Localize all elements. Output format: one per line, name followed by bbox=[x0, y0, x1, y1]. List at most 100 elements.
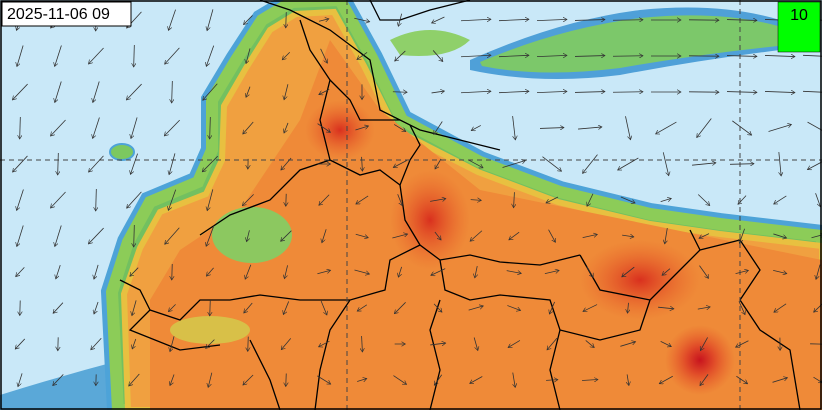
wind-arrow bbox=[206, 267, 214, 276]
wind-arrow bbox=[536, 19, 567, 20]
wind-arrow bbox=[130, 153, 138, 175]
wind-arrow bbox=[738, 301, 745, 314]
wind-arrow bbox=[206, 45, 215, 67]
wind-arrow bbox=[356, 195, 369, 204]
wind-arrow bbox=[18, 373, 23, 386]
wind-arrow bbox=[697, 194, 710, 205]
wind-arrow bbox=[470, 376, 483, 384]
wind-arrow bbox=[50, 119, 66, 136]
wind-arrow bbox=[319, 194, 330, 206]
wind-arrow bbox=[700, 337, 708, 350]
wind-arrow bbox=[243, 374, 254, 385]
wind-arrow bbox=[536, 91, 567, 92]
wind-arrow bbox=[284, 84, 289, 100]
wind-arrow bbox=[498, 91, 529, 92]
wind-arrow bbox=[12, 83, 28, 100]
wind-arrow bbox=[393, 124, 406, 132]
wind-arrow bbox=[471, 125, 481, 130]
wind-arrow bbox=[468, 159, 483, 168]
wind-arrow bbox=[206, 339, 215, 349]
yellow-patch bbox=[170, 316, 250, 344]
wind-arrow bbox=[627, 302, 628, 313]
hotspot bbox=[390, 170, 470, 270]
wind-arrow bbox=[726, 56, 757, 57]
wind-arrow bbox=[355, 233, 369, 237]
cloud-band-inner bbox=[480, 15, 778, 73]
wind-arrow bbox=[498, 55, 529, 56]
wind-arrow bbox=[398, 13, 403, 27]
wind-arrow bbox=[53, 374, 64, 385]
wind-arrow bbox=[432, 50, 443, 61]
wind-arrow bbox=[210, 116, 211, 139]
wind-arrow bbox=[88, 47, 104, 64]
wind-arrow bbox=[700, 374, 709, 385]
wind-arrow bbox=[660, 198, 672, 202]
wind-arrow bbox=[773, 233, 786, 238]
wind-arrow bbox=[362, 156, 363, 171]
wind-arrow bbox=[354, 269, 370, 274]
wind-arrow bbox=[207, 9, 214, 30]
wind-arrow bbox=[586, 266, 594, 278]
wind-arrow bbox=[726, 92, 757, 93]
wind-arrow bbox=[582, 234, 598, 238]
wind-arrow bbox=[620, 342, 635, 347]
wind-arrow bbox=[210, 300, 211, 316]
wind-arrow bbox=[699, 265, 708, 279]
wind-arrow bbox=[246, 86, 251, 98]
wind-arrow bbox=[170, 374, 175, 386]
wind-arrow bbox=[768, 124, 792, 132]
wind-arrow bbox=[317, 123, 331, 133]
wind-arrow bbox=[393, 160, 407, 168]
wind-arrow bbox=[578, 127, 602, 129]
wind-arrow bbox=[434, 121, 443, 135]
cloud-patch bbox=[390, 30, 470, 56]
wind-arrow bbox=[470, 230, 483, 241]
wind-arrow bbox=[20, 116, 21, 139]
wind-arrow bbox=[774, 195, 787, 205]
wind-arrow bbox=[726, 20, 757, 21]
legend-value: 10 bbox=[790, 7, 808, 24]
wind-arrow bbox=[697, 118, 712, 137]
wind-arrow bbox=[134, 44, 135, 67]
wind-arrow bbox=[460, 19, 491, 20]
wind-arrow bbox=[13, 155, 28, 172]
wind-arrow bbox=[475, 265, 477, 278]
wind-arrow bbox=[172, 80, 173, 103]
wind-arrow bbox=[779, 152, 781, 176]
wind-arrow bbox=[498, 19, 529, 20]
wind-arrow bbox=[206, 225, 215, 247]
wind-arrow bbox=[460, 55, 491, 56]
wind-arrow bbox=[320, 48, 328, 63]
wind-arrow bbox=[317, 270, 330, 275]
wind-arrow bbox=[247, 230, 250, 241]
wind-arrow bbox=[658, 307, 674, 309]
wind-arrow bbox=[170, 336, 175, 351]
wind-arrow bbox=[357, 379, 367, 382]
wind-arrow bbox=[430, 199, 446, 202]
wind-arrow bbox=[574, 92, 605, 93]
wind-arrow bbox=[583, 154, 598, 174]
wind-arrow bbox=[546, 380, 558, 381]
wind-arrow bbox=[548, 229, 556, 243]
wind-arrow bbox=[549, 301, 555, 314]
wind-arrow bbox=[622, 266, 635, 277]
wind-arrow bbox=[355, 126, 368, 131]
wind-arrow bbox=[735, 270, 749, 275]
wind-arrow bbox=[132, 300, 137, 315]
wind-arrow bbox=[286, 12, 287, 28]
wind-arrow bbox=[281, 230, 292, 242]
wind-arrow bbox=[284, 122, 289, 133]
wind-arrow bbox=[392, 234, 407, 239]
wind-arrow bbox=[659, 375, 673, 383]
wind-arrow bbox=[815, 193, 821, 207]
wind-arrow bbox=[772, 378, 788, 383]
wind-arrow bbox=[547, 337, 558, 350]
wind-arrow bbox=[509, 231, 520, 240]
hotspot bbox=[580, 240, 700, 320]
wind-arrow bbox=[93, 81, 100, 102]
wind-arrow bbox=[319, 340, 330, 347]
wind-arrow bbox=[618, 157, 639, 170]
wind-arrow bbox=[774, 303, 787, 312]
